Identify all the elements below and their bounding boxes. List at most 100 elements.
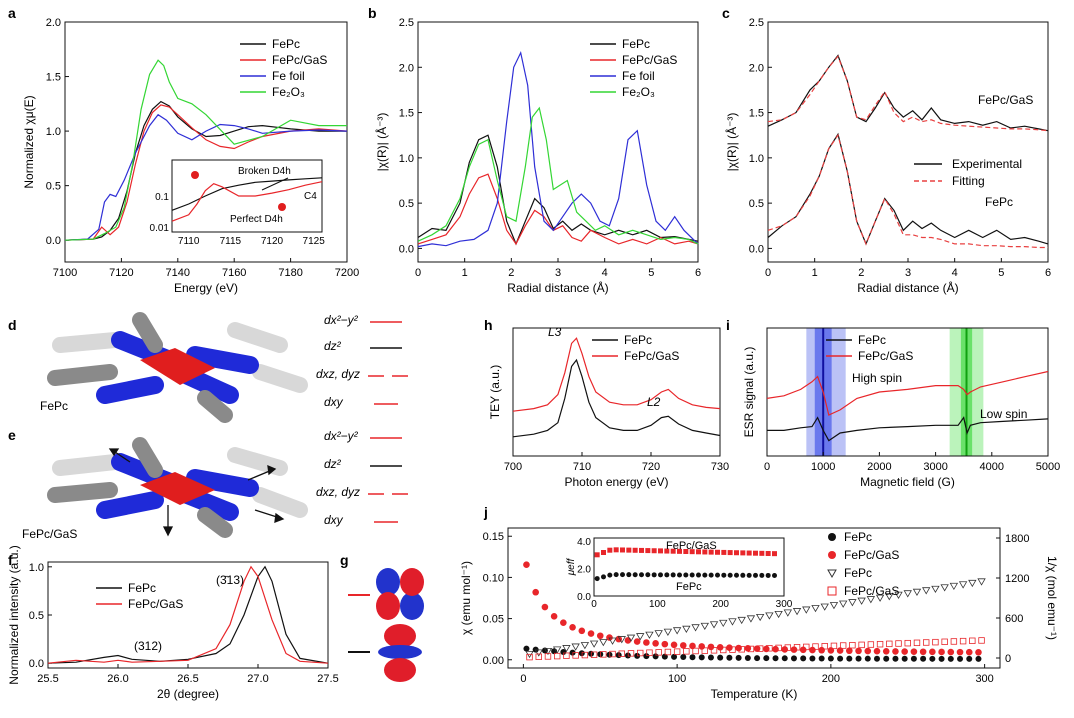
j-inset-point-fepc-gas xyxy=(626,547,632,553)
j-inset-ylabel: μeff xyxy=(566,557,577,576)
j-inset-point-fepc xyxy=(765,572,771,578)
j-point-fepc-gas-invchi xyxy=(766,645,773,652)
j-inset-point-fepc-gas xyxy=(658,548,663,554)
j-point-fepc-gas-chi xyxy=(670,641,678,649)
j-inset-point-fepc-gas xyxy=(759,550,765,556)
b-xtick-label: 6 xyxy=(695,267,701,279)
j-inset-ytick-label: 2.0 xyxy=(577,564,591,575)
j-point-fepc-gas-chi xyxy=(707,643,715,651)
f-xtick-label: 25.5 xyxy=(37,673,58,685)
j-point-fepc-invchi xyxy=(949,582,959,591)
j-inset-xtick-label: 200 xyxy=(712,599,729,610)
j-ytick-label: 0.15 xyxy=(483,531,504,543)
j-point-fepc-invchi xyxy=(645,631,654,639)
j-inset-point-fepc-gas xyxy=(670,548,676,554)
j-point-fepc-invchi xyxy=(958,581,968,589)
j-point-fepc-chi xyxy=(689,654,696,661)
j-point-fepc-gas-invchi xyxy=(959,637,967,645)
c-ytick-label: 2.0 xyxy=(749,62,764,74)
j-point-fepc-gas-invchi xyxy=(775,644,782,652)
j-point-fepc-gas-invchi xyxy=(978,637,985,644)
j-inset-label-fepc-gas: FePc/GaS xyxy=(666,540,717,552)
f-xtick-label: 27.0 xyxy=(247,673,268,685)
j-point-fepc-gas-invchi xyxy=(969,637,976,644)
j-point-fepc-invchi xyxy=(903,590,912,598)
j-point-fepc-gas-chi xyxy=(652,640,659,647)
j-inset-point-fepc xyxy=(607,572,613,578)
orbital-diagram-d: dx²−y² dz² dxz, dyz dxy xyxy=(316,313,408,409)
c-ytick-label: 0.0 xyxy=(749,243,764,255)
j-point-fepc-gas-chi xyxy=(633,638,641,645)
j-point-fepc-invchi xyxy=(562,645,571,653)
j-ylabel-right: 1/χ (mol emu⁻¹) xyxy=(1045,556,1059,640)
a-inset-xtick-label: 7120 xyxy=(261,236,284,247)
j-point-fepc-gas-chi xyxy=(569,623,576,631)
j-point-fepc-gas-invchi xyxy=(720,646,727,654)
j-point-fepc-gas-chi xyxy=(532,588,539,596)
b-legend-label: FePc/GaS xyxy=(622,53,677,67)
j-point-fepc-chi xyxy=(671,653,678,660)
b-series-line xyxy=(417,173,699,246)
j-point-fepc-chi xyxy=(781,655,788,662)
a-inset-arrow xyxy=(261,177,289,191)
j-point-fepc-gas-invchi xyxy=(932,638,939,646)
a-legend-label: FePc/GaS xyxy=(272,53,327,67)
j-point-fepc-gas-chi xyxy=(809,646,816,654)
i-xtick-label: 2000 xyxy=(867,461,891,473)
c-series-line xyxy=(767,54,1049,132)
j-xtick-label: 100 xyxy=(668,673,686,685)
h-annotation-l2: L2 xyxy=(647,395,661,409)
j-point-fepc-chi xyxy=(966,655,973,662)
b-legend-label: Fe foil xyxy=(622,69,655,83)
j-point-fepc-invchi xyxy=(553,646,562,654)
orbital-label-x2y2-d: dx²−y² xyxy=(324,313,359,327)
j-point-fepc-invchi xyxy=(931,585,940,594)
j-legend-label: FePc/GaS xyxy=(844,548,899,562)
c-series-line xyxy=(767,132,1049,246)
a-series-line xyxy=(64,59,347,241)
j-point-fepc-gas-chi xyxy=(929,648,936,656)
orbital-label-xy-d: dxy xyxy=(324,395,344,409)
j-inset-point-fepc xyxy=(626,572,632,578)
j-point-fepc-gas-chi xyxy=(679,642,687,649)
j-point-fepc-chi xyxy=(920,655,927,662)
orbital-lobes xyxy=(348,568,424,682)
j-point-fepc-invchi xyxy=(571,643,580,651)
a-inset-xtick-label: 7110 xyxy=(178,236,200,247)
j-point-fepc-gas-chi xyxy=(578,627,586,635)
j-point-fepc-invchi xyxy=(977,578,986,586)
j-inset-point-fepc-gas xyxy=(772,551,777,557)
j-point-fepc-gas-invchi xyxy=(692,647,699,655)
j-point-fepc-invchi xyxy=(608,637,617,645)
j-point-fepc-gas-chi xyxy=(587,630,595,637)
panel-letter-c: c xyxy=(722,5,730,21)
j-point-fepc-gas-chi xyxy=(864,647,872,655)
j-point-fepc-gas-chi xyxy=(892,648,899,655)
c-ytick-label: 1.0 xyxy=(749,153,764,165)
j-inset-point-fepc-gas xyxy=(651,548,657,554)
b-series-line xyxy=(417,106,699,245)
j-point-fepc-gas-chi xyxy=(901,648,908,655)
a-inset-xtick-label: 7115 xyxy=(220,236,242,247)
c-label-fepc: FePc xyxy=(985,195,1013,209)
a-xtick-label: 7100 xyxy=(53,267,77,279)
f-legend-label: FePc xyxy=(128,581,156,595)
b-xtick-label: 3 xyxy=(555,267,561,279)
j-xtick-label: 300 xyxy=(975,673,993,685)
j-inset-point-fepc-gas xyxy=(696,549,701,555)
a-xtick-label: 7180 xyxy=(278,267,302,279)
j-point-fepc-gas-chi xyxy=(661,640,669,648)
j-point-fepc-chi xyxy=(643,653,650,660)
j-point-fepc-gas-invchi xyxy=(821,643,828,650)
j-point-fepc-gas-invchi xyxy=(867,641,875,648)
j-point-fepc-gas-invchi xyxy=(535,653,542,660)
a-ytick-label: 1.5 xyxy=(46,72,61,84)
j-inset-point-fepc xyxy=(734,572,739,578)
j-point-fepc-gas-invchi xyxy=(710,647,718,654)
b-series-line xyxy=(417,134,699,246)
j-inset-frame xyxy=(593,537,785,597)
j-point-fepc-invchi xyxy=(672,627,682,635)
j-point-fepc-gas-chi xyxy=(836,647,844,654)
c-ylabel: |χ(R)| (Å⁻³) xyxy=(724,113,739,172)
j-point-fepc-invchi xyxy=(848,599,857,607)
